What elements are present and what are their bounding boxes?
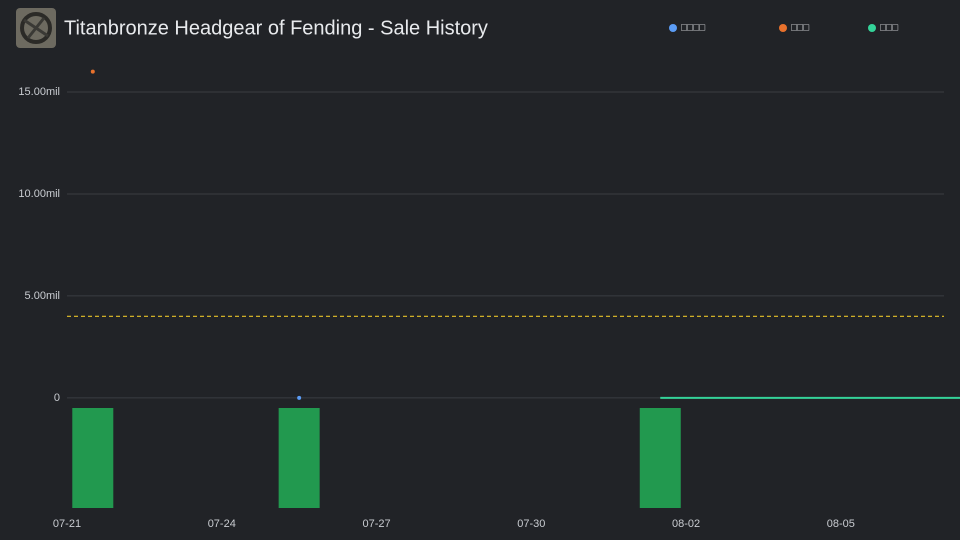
y-tick-label: 0 <box>54 392 60 404</box>
x-tick-label: 07-30 <box>517 518 545 530</box>
data-point <box>90 69 95 74</box>
volume-bar <box>278 408 320 508</box>
x-tick-label: 07-24 <box>208 518 236 530</box>
legend-marker <box>669 24 677 32</box>
x-tick-label: 08-02 <box>672 518 700 530</box>
legend-label: □□□□ <box>681 23 705 34</box>
legend-marker <box>868 24 876 32</box>
y-tick-label: 10.00mil <box>18 188 60 200</box>
y-tick-label: 15.00mil <box>18 86 60 98</box>
x-tick-label: 08-05 <box>827 518 855 530</box>
x-tick-label: 07-21 <box>53 518 81 530</box>
legend-label: □□□ <box>880 23 898 34</box>
item-icon <box>16 8 56 48</box>
x-tick-label: 07-27 <box>362 518 390 530</box>
data-point <box>297 395 302 400</box>
volume-bar <box>72 408 114 508</box>
chart-title: Titanbronze Headgear of Fending - Sale H… <box>64 17 488 39</box>
legend-marker <box>779 24 787 32</box>
y-tick-label: 5.00mil <box>25 290 60 302</box>
volume-bar <box>639 408 681 508</box>
legend-label: □□□ <box>791 23 809 34</box>
